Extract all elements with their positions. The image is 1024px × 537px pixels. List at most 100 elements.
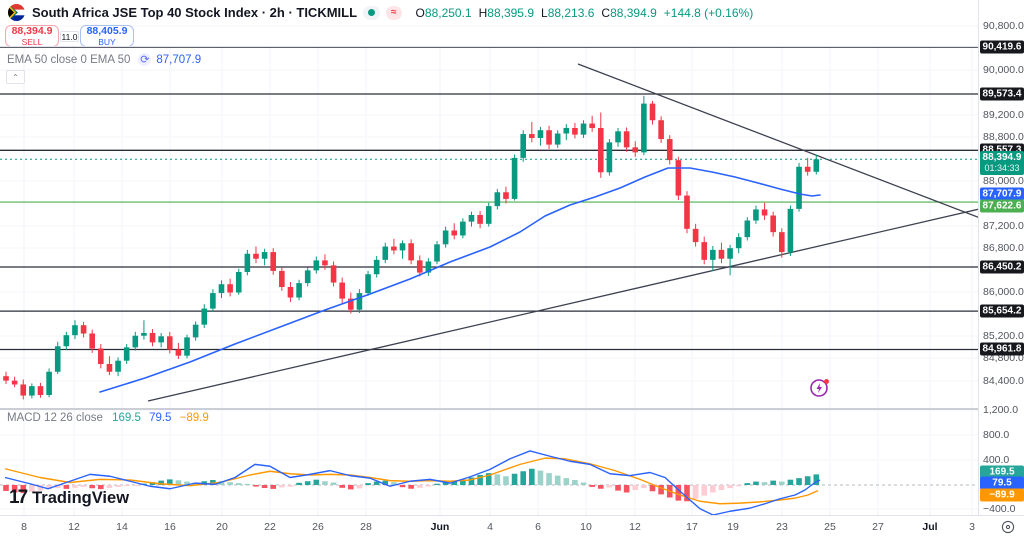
time-axis[interactable]: 8 12 14 16 20 22 26 28 Jun 4 6 10 12 17 19 23 25 27 Jul 3	[0, 515, 1024, 537]
candle-body	[546, 130, 552, 145]
ema-line	[99, 167, 821, 393]
candle-body	[244, 253, 251, 273]
macd-hist-bar	[623, 485, 630, 493]
macd-hist-bar	[606, 485, 613, 488]
macd-hist-bar	[649, 485, 656, 492]
macd-hist-bar	[184, 481, 190, 485]
candle-body	[520, 134, 526, 158]
macd-hist-bar	[106, 485, 113, 488]
macd-hist-bar	[529, 468, 535, 485]
macd-signal-line	[4, 457, 819, 505]
candle-body	[141, 332, 147, 336]
candle-body	[606, 142, 613, 173]
candle-body	[373, 259, 380, 275]
macd-hist-bar	[46, 485, 52, 490]
candle-body	[192, 324, 199, 338]
candle-body	[63, 335, 70, 347]
candle-body	[72, 325, 78, 336]
candle-body	[563, 127, 570, 134]
candle-body	[735, 237, 742, 249]
time-axis-label: Jun	[430, 521, 450, 533]
sell-button[interactable]: 88,394.9 SELL	[5, 25, 59, 47]
ema-value: 87,707.9	[156, 53, 202, 66]
macd-hist-bar	[175, 480, 182, 485]
macd-hist-bar	[511, 473, 518, 485]
candle-body	[468, 214, 475, 222]
candle-body	[279, 270, 285, 287]
macd-hist-bar	[37, 485, 44, 491]
macd-hist-bar	[537, 470, 544, 485]
macd-hist-bar	[701, 485, 708, 496]
time-axis-label: 17	[686, 521, 698, 533]
candle-body	[210, 293, 216, 309]
price-axis[interactable]: 90,800.0 90,000.0 89,200.0 88,800.0 88,000.0…	[978, 0, 1024, 515]
macd-hist-bar	[98, 485, 104, 490]
macd-hist-bar	[158, 480, 164, 485]
time-axis-label: 28	[360, 521, 372, 533]
candle-body	[115, 360, 121, 372]
time-axis-label: 10	[580, 521, 592, 533]
chart-canvas[interactable]	[0, 0, 978, 515]
tradingview-logo[interactable]: 17 TradingView	[9, 487, 130, 508]
tradingview-mark-icon: 17	[9, 487, 28, 508]
timezone-clock-icon[interactable]	[1001, 520, 1015, 534]
macd-hist-bar	[761, 482, 768, 485]
candle-body	[46, 371, 52, 396]
candle-body	[485, 206, 492, 224]
macd-hist-bar	[735, 485, 742, 487]
price-axis-badge: 90,419.6	[980, 40, 1024, 54]
candle-body	[227, 284, 233, 293]
macd-hist-bar	[373, 481, 380, 485]
price-axis-badge: 169.5	[980, 465, 1024, 479]
price-axis-label: 1,200.0	[983, 404, 1019, 416]
candle-body	[761, 209, 768, 216]
candle-body	[11, 380, 18, 385]
market-status-icon[interactable]	[363, 5, 381, 20]
price-change: +144.8 (+0.16%)	[663, 5, 754, 20]
candle-body	[718, 249, 725, 259]
candle-body	[554, 133, 561, 145]
macd-hist-bar	[63, 485, 70, 489]
macd-hist-bar	[520, 471, 526, 485]
macd-hist-bar	[451, 481, 458, 485]
candle-body	[779, 232, 785, 253]
macd-hist-bar	[658, 485, 664, 495]
candle-body	[684, 195, 690, 229]
macd-main-line	[4, 450, 821, 515]
symbol-header: South Africa JSE Top 40 Stock Index · 2h…	[0, 0, 1024, 25]
macd-hist-bar	[210, 480, 216, 485]
macd-hist-bar	[416, 485, 423, 488]
macd-hist-bar	[684, 485, 690, 502]
buy-button[interactable]: 88,405.9 BUY	[80, 25, 134, 47]
candle-body	[787, 208, 794, 253]
ema-indicator-legend[interactable]: EMA 50 close 0 EMA 50 ⟳ 87,707.9	[7, 53, 202, 66]
candle-body	[623, 131, 630, 148]
symbol-title[interactable]: South Africa JSE Top 40 Stock Index · 2h…	[32, 5, 358, 20]
macd-hist-bar	[692, 485, 699, 499]
market-status-dot	[368, 9, 376, 16]
price-axis-label: 89,200.0	[983, 109, 1024, 121]
delayed-data-icon[interactable]: ≈	[386, 5, 402, 20]
macd-hist-bar	[485, 473, 492, 485]
macd-hist-bar	[675, 485, 682, 501]
macd-hist-bar	[253, 485, 259, 487]
macd-hist-bar	[563, 478, 570, 485]
south-africa-flag-icon	[8, 4, 25, 21]
macd-hist-bar	[572, 480, 578, 485]
collapse-legend-button[interactable]: ⌃	[6, 70, 25, 84]
flash-boost-icon[interactable]	[809, 377, 831, 399]
price-axis-label: 90,800.0	[983, 20, 1024, 32]
price-axis-badge: 89,573.4	[980, 87, 1024, 101]
candle-body	[804, 166, 811, 172]
macd-hist-bar	[132, 485, 139, 486]
candle-body	[666, 139, 673, 161]
macd-hist-bar	[20, 485, 27, 494]
time-axis-label: 20	[216, 521, 228, 533]
price-axis-badge: −89.9	[980, 488, 1024, 502]
candle-body	[270, 252, 277, 271]
candle-body	[692, 228, 699, 243]
macd-hist-bar	[442, 482, 449, 485]
macd-hist-bar	[356, 485, 363, 489]
macd-hist-bar	[615, 485, 621, 491]
macd-indicator-legend[interactable]: MACD 12 26 close 169.5 79.5 −89.9	[7, 412, 209, 424]
